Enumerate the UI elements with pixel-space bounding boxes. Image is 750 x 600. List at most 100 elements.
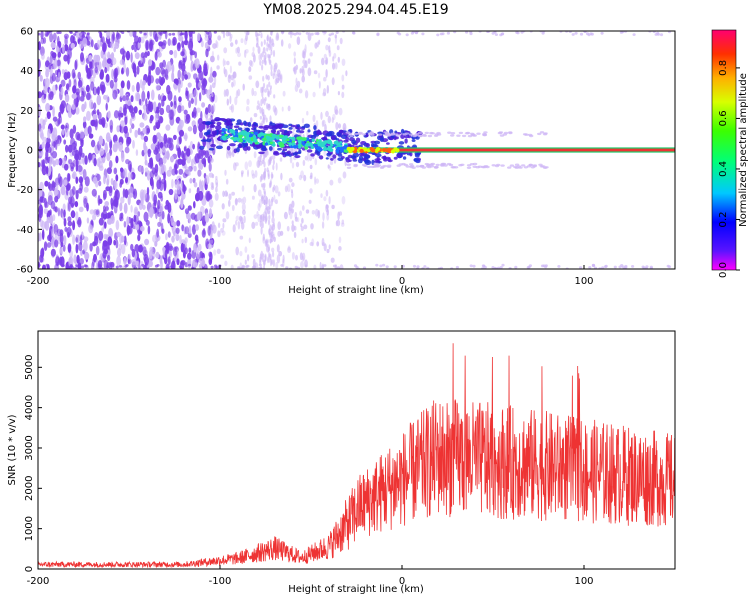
noise-cell	[214, 192, 219, 201]
noise-cell	[134, 215, 139, 225]
noise-cell	[136, 81, 140, 93]
noise-cell	[203, 78, 208, 87]
noise-cell	[98, 230, 104, 241]
noise-cell	[244, 49, 247, 59]
noise-cell	[220, 227, 224, 233]
noise-cell	[223, 47, 228, 54]
noise-cell	[291, 32, 295, 36]
noise-cell	[253, 184, 257, 193]
noise-cell	[198, 243, 202, 252]
noise-cell	[299, 68, 302, 74]
noise-cell	[242, 83, 245, 91]
noise-cell	[71, 142, 77, 151]
noise-cell	[44, 180, 49, 187]
carrier-cell	[350, 146, 355, 151]
noise-cell	[156, 228, 160, 238]
noise-cell	[214, 264, 218, 268]
noise-cell	[328, 196, 331, 205]
noise-cell	[174, 163, 178, 171]
trace-cell	[253, 131, 259, 135]
trace-cell	[249, 140, 253, 145]
noise-cell	[289, 211, 293, 220]
noise-cell	[144, 167, 149, 173]
noise-cell	[139, 31, 143, 34]
noise-cell	[59, 247, 63, 255]
noise-cell	[94, 232, 99, 241]
trace-halo-cell	[309, 138, 313, 143]
trace-halo-cell	[307, 129, 311, 133]
noise-cell	[126, 216, 130, 226]
noise-cell	[275, 32, 280, 41]
noise-cell	[153, 31, 157, 40]
noise-cell	[165, 124, 171, 131]
noise-cell	[175, 80, 179, 86]
noise-cell	[341, 91, 345, 99]
noise-cell	[166, 150, 170, 161]
harmonic-cell	[373, 162, 378, 166]
noise-cell	[92, 214, 97, 221]
noise-cell	[167, 202, 172, 214]
xtick-label: 0	[399, 576, 405, 587]
noise-cell	[198, 161, 201, 170]
noise-cell	[51, 72, 56, 82]
noise-cell	[90, 39, 94, 48]
noise-cell	[301, 252, 306, 261]
noise-cell	[211, 221, 215, 230]
harmonic-cell	[422, 134, 427, 137]
noise-cell	[47, 181, 51, 190]
trace-halo-cell	[355, 137, 361, 143]
harmonic-cell	[500, 164, 505, 167]
noise-cell	[120, 125, 125, 134]
noise-cell	[63, 163, 69, 171]
harmonic-cell	[532, 165, 537, 168]
noise-cell	[465, 31, 469, 34]
noise-cell	[302, 159, 306, 166]
noise-cell	[303, 174, 307, 182]
trace-halo-cell	[398, 141, 405, 145]
noise-cell	[217, 222, 221, 229]
trace-halo-cell	[229, 143, 236, 147]
noise-cell	[263, 39, 266, 45]
noise-cell	[160, 31, 164, 34]
noise-cell	[57, 51, 62, 58]
trace-halo-cell	[372, 143, 377, 147]
noise-cell	[229, 65, 232, 74]
trace-cell	[316, 141, 323, 145]
trace-halo-cell	[365, 143, 370, 148]
harmonic-cell	[385, 132, 390, 136]
noise-cell	[38, 199, 42, 205]
noise-cell	[171, 178, 174, 189]
spectrogram-xticks: -200 -100 0 100	[27, 265, 594, 287]
spectrogram-xlabel: Height of straight line (km)	[288, 285, 424, 296]
harmonic-cell	[427, 134, 433, 138]
noise-cell	[217, 54, 220, 61]
noise-cell	[165, 266, 170, 269]
noise-cell	[255, 80, 260, 89]
noise-cell	[270, 155, 273, 161]
noise-cell	[86, 110, 91, 121]
noise-cell	[274, 199, 278, 205]
noise-cell	[315, 178, 320, 184]
noise-cell	[72, 72, 76, 78]
noise-cell	[106, 167, 112, 175]
trace-cell	[266, 135, 269, 140]
spectrogram-yticks: -60 -40 -20 0 20 40 60	[17, 27, 42, 276]
harmonic-cell	[521, 164, 526, 167]
noise-cell	[75, 211, 79, 222]
trace-halo-cell	[263, 125, 270, 129]
noise-cell	[613, 265, 617, 269]
noise-cell	[202, 257, 205, 267]
noise-cell	[63, 179, 68, 186]
noise-cell	[80, 152, 85, 158]
noise-cell	[69, 189, 75, 198]
noise-cell	[268, 215, 271, 220]
noise-cell	[134, 92, 139, 102]
noise-cell	[83, 240, 88, 252]
noise-cell	[39, 188, 43, 197]
noise-cell	[201, 252, 205, 260]
noise-cell	[261, 257, 264, 262]
noise-cell	[160, 203, 164, 213]
noise-cell	[127, 171, 133, 181]
noise-cell	[237, 197, 242, 203]
